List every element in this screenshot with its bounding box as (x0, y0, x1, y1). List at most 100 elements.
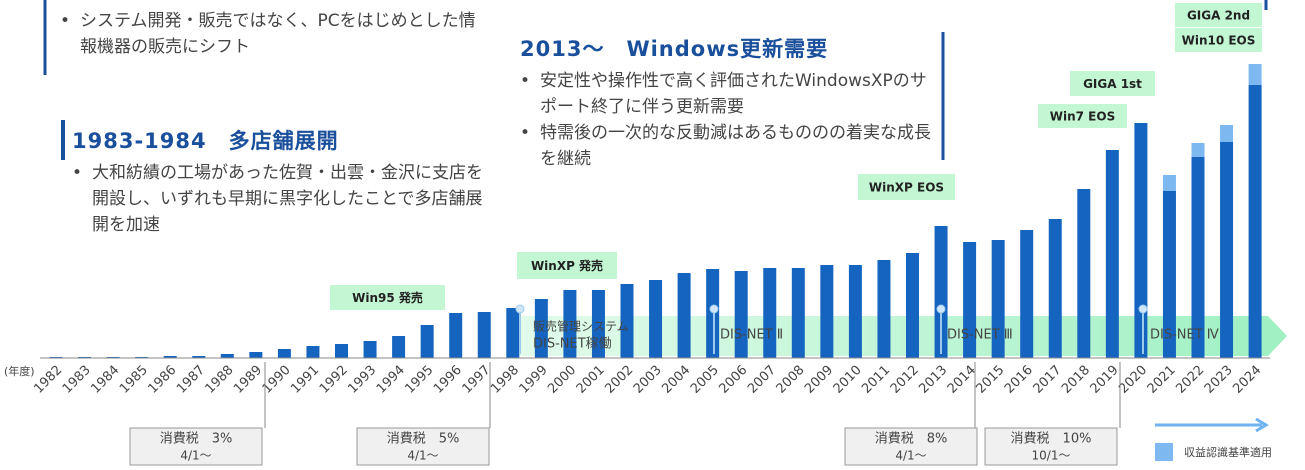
bullet: 特需後の一次的な反動減はあるもののの着実な成長を継続 (520, 120, 940, 172)
x-tick-label: 2012 (888, 363, 922, 397)
milestone-label: GIGA 1st (1083, 77, 1142, 91)
tax-box (984, 427, 1118, 466)
bar (991, 240, 1005, 358)
x-tick-label: 1984 (88, 363, 122, 397)
x-tick-label: 1993 (345, 363, 379, 397)
x-tick-label: 2019 (1088, 363, 1122, 397)
x-tick-label: 1986 (145, 363, 179, 397)
bar (1220, 125, 1234, 142)
tax-date: 4/1～ (180, 449, 211, 463)
system-label: DIS-NET稼働 (533, 337, 612, 352)
x-tick-label: 2014 (945, 363, 979, 397)
tax-date: 10/1～ (1032, 449, 1071, 463)
bar (449, 313, 463, 358)
milestone-box (1038, 104, 1127, 128)
x-tick-label: 2007 (745, 363, 779, 397)
x-tick-label: 1992 (317, 363, 351, 397)
tax-label: 消費税 10% (1011, 432, 1092, 447)
system-label: DIS-NET Ⅳ (1150, 328, 1219, 343)
x-tick-label: 1983 (60, 363, 94, 397)
bar (1191, 157, 1205, 358)
bar (163, 356, 177, 358)
note: システム開発・販売ではなく、PCをはじめとした情報機器の販売にシフト (60, 8, 490, 60)
bar (620, 284, 634, 358)
x-tick-label: 1987 (174, 363, 208, 397)
bar (934, 226, 948, 358)
bar (1020, 230, 1034, 358)
bullet: システム開発・販売ではなく、PCをはじめとした情報機器の販売にシフト (60, 8, 490, 60)
bar (392, 336, 406, 358)
x-tick-label: 2002 (602, 363, 636, 397)
bullet: 安定性や操作性で高く評価されたWindowsXPのサポート終了に伴う更新需要 (520, 68, 940, 120)
x-tick-label: 2004 (659, 363, 693, 397)
bar (1048, 219, 1062, 358)
tax-label: 消費税 3% (160, 432, 233, 447)
system-label: 販売管理システム (533, 319, 629, 334)
bar (1220, 142, 1234, 358)
bar (963, 242, 977, 358)
x-tick-label: 2016 (1002, 363, 1036, 397)
system-pin (936, 304, 946, 314)
bar (477, 312, 491, 358)
system-pin (709, 304, 719, 314)
x-tick-label: 2005 (688, 363, 722, 397)
system-label: DIS-NET Ⅲ (947, 328, 1013, 343)
bar (1191, 143, 1205, 157)
bar (506, 308, 520, 358)
x-tick-label: 2013 (916, 363, 950, 397)
x-tick-label: 2018 (1059, 363, 1093, 397)
bar (1105, 150, 1119, 358)
x-tick-label: 2011 (859, 363, 893, 397)
bar (591, 290, 605, 358)
note-title: 2013～ Windows更新需要 (520, 37, 829, 61)
legend-arrow-head (1255, 417, 1269, 433)
bar (877, 260, 891, 358)
bar (1077, 189, 1091, 358)
bar (1134, 123, 1148, 358)
x-tick-label: 2009 (802, 363, 836, 397)
milestone-box (1175, 3, 1262, 27)
bar (906, 253, 919, 358)
note-title: 1983-1984 多店舗展開 (72, 129, 339, 153)
bar (848, 265, 862, 358)
x-tick-label: 1985 (117, 363, 151, 397)
x-tick-label: 1999 (517, 363, 551, 397)
bar (1162, 175, 1176, 191)
x-tick-label: 2001 (574, 363, 608, 397)
x-tick-label: 1997 (460, 363, 494, 397)
x-tick-label: 2006 (716, 363, 750, 397)
milestone-label: WinXP EOS (869, 181, 944, 195)
bar (534, 299, 548, 358)
x-tick-label: 2010 (831, 363, 865, 397)
tax-label: 消費税 5% (387, 432, 460, 447)
bullet: 大和紡績の工場があった佐賀・出雲・金沢に支店を開設し、いずれも早期に黒字化したこ… (72, 160, 497, 238)
system-label: DIS-NET Ⅱ (720, 328, 783, 343)
milestone-box (517, 252, 617, 279)
tax-label: 消費税 8% (875, 432, 948, 447)
tax-box (844, 427, 978, 466)
legend-swatch (1155, 443, 1173, 461)
system-pin (515, 304, 525, 314)
bar (563, 290, 577, 358)
milestone-box (858, 174, 955, 200)
x-tick-label: 1991 (288, 363, 322, 397)
milestone-box (330, 285, 445, 310)
milestone-box (1070, 71, 1155, 96)
x-tick-label: 2015 (973, 363, 1007, 397)
system-pin (1138, 304, 1148, 314)
x-tick-label: 1998 (488, 363, 522, 397)
x-tick-label: 2024 (1230, 363, 1264, 397)
x-tick-label: 2021 (1145, 363, 1179, 397)
bar (763, 268, 777, 358)
x-tick-label: 2000 (545, 363, 579, 397)
x-tick-label: 1988 (203, 363, 237, 397)
legend-label: 収益認識基準適用 (1184, 445, 1272, 459)
bar (649, 280, 663, 358)
tax-date: 4/1～ (407, 449, 438, 463)
milestone-label: GIGA 2nd (1187, 9, 1250, 23)
tax-box (356, 427, 490, 466)
bar (1162, 191, 1176, 358)
bar (192, 356, 206, 358)
